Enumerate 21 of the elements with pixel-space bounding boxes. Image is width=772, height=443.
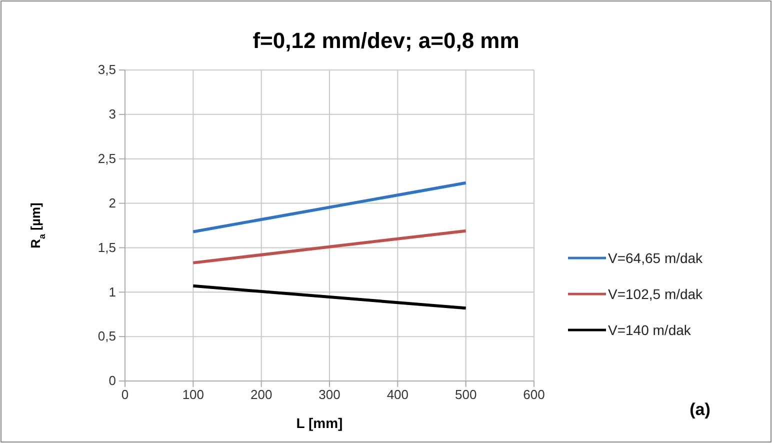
y-tick-label: 3,5 bbox=[98, 62, 116, 78]
legend-label: V=64,65 m/dak bbox=[608, 250, 704, 266]
y-tick-label: 3 bbox=[108, 106, 116, 122]
x-tick-label: 200 bbox=[250, 387, 272, 402]
x-tick-label: 600 bbox=[523, 387, 545, 402]
y-tick-label: 2 bbox=[108, 195, 116, 210]
legend-label: V=140 m/dak bbox=[608, 322, 692, 338]
x-tick-label: 100 bbox=[182, 387, 204, 402]
y-tick-label: 0 bbox=[108, 373, 116, 388]
text: (a) bbox=[690, 400, 710, 419]
chart-title: f=0,12 mm/dev; a=0,8 mm bbox=[252, 28, 520, 53]
y-tick-label: 1 bbox=[108, 284, 116, 300]
legend-label: V=102,5 m/dak bbox=[608, 286, 704, 302]
x-tick-label: 400 bbox=[386, 387, 409, 402]
x-tick-label: 0 bbox=[121, 387, 129, 402]
x-axis-title: L [mm] bbox=[296, 415, 343, 431]
y-tick-label: 1,5 bbox=[98, 240, 116, 255]
x-tick-label: 300 bbox=[318, 387, 340, 402]
x-tick-label: 500 bbox=[454, 387, 477, 402]
y-tick-label: 2,5 bbox=[98, 151, 116, 166]
y-tick-label: 0,5 bbox=[98, 328, 116, 344]
